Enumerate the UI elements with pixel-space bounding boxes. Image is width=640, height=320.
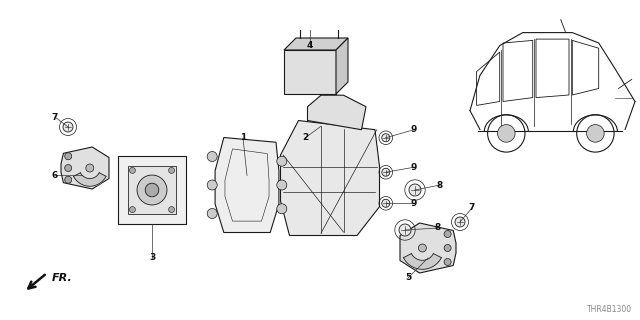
Circle shape: [65, 153, 72, 160]
Circle shape: [65, 164, 72, 172]
Circle shape: [497, 124, 515, 142]
Circle shape: [277, 156, 287, 166]
Text: 6: 6: [52, 171, 58, 180]
Text: FR.: FR.: [52, 273, 73, 283]
Text: 9: 9: [411, 199, 417, 208]
Circle shape: [168, 167, 175, 173]
Text: 3: 3: [149, 253, 155, 262]
Circle shape: [382, 134, 390, 142]
Text: 7: 7: [52, 113, 58, 122]
Circle shape: [399, 224, 411, 236]
Circle shape: [409, 184, 421, 196]
Polygon shape: [215, 138, 279, 233]
Text: 1: 1: [240, 133, 246, 142]
Text: 2: 2: [302, 133, 308, 142]
Circle shape: [65, 176, 72, 183]
Circle shape: [382, 199, 390, 207]
Text: 8: 8: [435, 223, 441, 233]
Circle shape: [419, 244, 426, 252]
Polygon shape: [403, 253, 442, 269]
Circle shape: [444, 244, 451, 252]
Circle shape: [129, 207, 136, 212]
Circle shape: [63, 122, 73, 132]
Circle shape: [277, 180, 287, 190]
Bar: [284, 50, 336, 94]
Text: 9: 9: [411, 163, 417, 172]
Text: 7: 7: [469, 204, 475, 212]
Circle shape: [129, 167, 136, 173]
Text: THR4B1300: THR4B1300: [587, 305, 632, 314]
Circle shape: [207, 209, 217, 219]
Circle shape: [382, 168, 390, 176]
Polygon shape: [400, 223, 456, 273]
Circle shape: [444, 259, 451, 266]
Text: 8: 8: [437, 180, 443, 189]
Circle shape: [207, 151, 217, 162]
Circle shape: [277, 204, 287, 214]
Polygon shape: [284, 38, 348, 50]
Circle shape: [207, 180, 217, 190]
Polygon shape: [307, 95, 366, 130]
Circle shape: [145, 183, 159, 197]
Circle shape: [587, 124, 604, 142]
Bar: [127, 165, 177, 214]
Circle shape: [455, 217, 465, 227]
Circle shape: [168, 207, 175, 212]
Polygon shape: [280, 121, 380, 236]
Circle shape: [86, 164, 94, 172]
Polygon shape: [61, 147, 109, 189]
Polygon shape: [336, 38, 348, 94]
Bar: [118, 156, 186, 224]
Circle shape: [137, 175, 167, 205]
Polygon shape: [74, 173, 106, 186]
Text: 4: 4: [307, 42, 313, 51]
Text: 9: 9: [411, 125, 417, 134]
Circle shape: [444, 230, 451, 237]
Text: 5: 5: [405, 274, 411, 283]
